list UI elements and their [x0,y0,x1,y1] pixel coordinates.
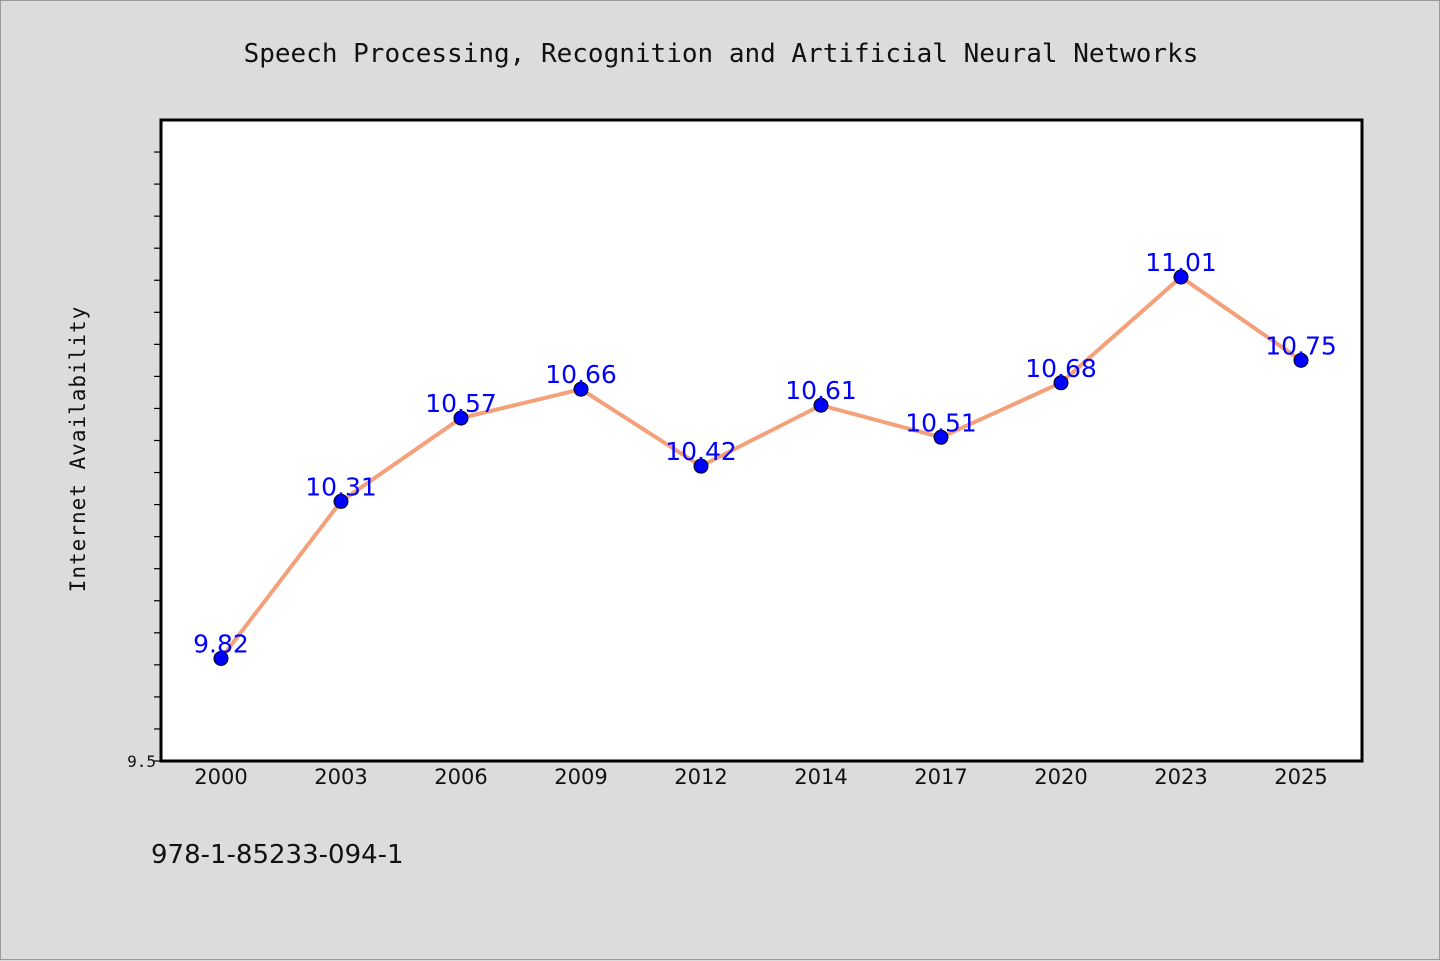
y-axis-ticks [154,151,161,762]
x-tick-label: 2023 [1154,765,1207,789]
x-tick-label: 2025 [1274,765,1327,789]
data-point [333,493,349,509]
data-label: 10.75 [1265,331,1337,360]
data-point [453,410,469,426]
plot-area [159,118,1364,763]
y-axis-tick-labels: 9.5 [127,752,156,771]
series-markers [213,269,1309,666]
x-tick-label: 2006 [434,765,487,789]
data-label: 10.68 [1025,354,1097,383]
series-lines [219,275,1303,661]
data-label: 10.57 [425,389,497,418]
data-label: 11.01 [1145,248,1217,277]
data-point [1053,375,1069,391]
data-label: 10.42 [665,437,737,466]
footer-isbn: 978-1-85233-094-1 [151,840,404,870]
data-point [693,458,709,474]
data-label: 10.51 [905,408,977,437]
y-tick-label: 9.5 [127,752,156,771]
x-tick-label: 2003 [314,765,367,789]
data-label: 9.82 [193,629,249,658]
x-tick-label: 2014 [794,765,847,789]
data-labels: 9.82 10.31 10.57 10.66 10.42 10.61 10.51 10.68 1… [193,248,1337,658]
x-tick-label: 2012 [674,765,727,789]
data-label: 10.66 [545,360,617,389]
x-tick-label: 2017 [914,765,967,789]
data-point [1293,352,1309,368]
data-point [213,650,229,666]
x-tick-label: 2009 [554,765,607,789]
data-point [1173,269,1189,285]
data-label: 10.31 [305,472,377,501]
y-axis-label: Internet Availability [66,306,90,593]
x-tick-label: 2020 [1034,765,1087,789]
chart-title: Speech Processing, Recognition and Artif… [244,39,1199,69]
data-point [813,397,829,413]
x-axis-tick-labels: 2000 2003 2006 2009 2012 2014 2017 2020 2023 2025 [194,765,1327,789]
data-point [573,381,589,397]
data-label: 10.61 [785,376,857,405]
data-point [933,429,949,445]
x-tick-label: 2000 [194,765,247,789]
series-line [219,275,1303,661]
